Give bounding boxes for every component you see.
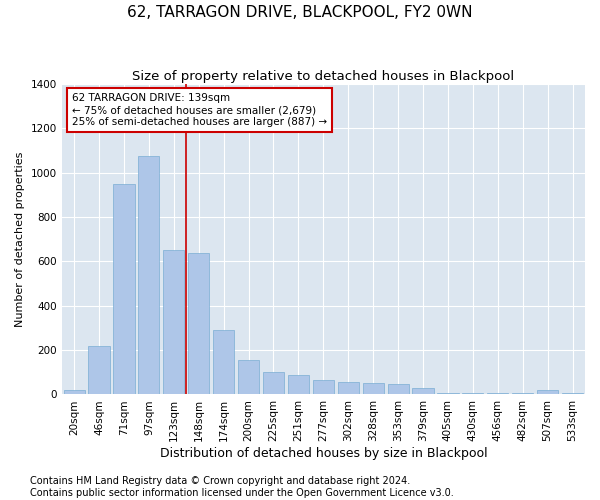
Title: Size of property relative to detached houses in Blackpool: Size of property relative to detached ho… [132,70,514,83]
Y-axis label: Number of detached properties: Number of detached properties [15,152,25,327]
X-axis label: Distribution of detached houses by size in Blackpool: Distribution of detached houses by size … [160,447,487,460]
Bar [338,382,359,394]
Text: 62, TARRAGON DRIVE, BLACKPOOL, FY2 0WN: 62, TARRAGON DRIVE, BLACKPOOL, FY2 0WN [127,5,473,20]
Bar [412,388,434,394]
Bar [313,380,334,394]
Bar [388,384,409,394]
Bar [188,252,209,394]
Bar [64,390,85,394]
Bar [88,346,110,395]
Bar [238,360,259,394]
Text: Contains HM Land Registry data © Crown copyright and database right 2024.
Contai: Contains HM Land Registry data © Crown c… [30,476,454,498]
Bar [263,372,284,394]
Text: 62 TARRAGON DRIVE: 139sqm
← 75% of detached houses are smaller (2,679)
25% of se: 62 TARRAGON DRIVE: 139sqm ← 75% of detac… [72,94,327,126]
Bar [288,374,309,394]
Bar [362,384,384,394]
Bar [163,250,184,394]
Bar [213,330,234,394]
Bar [537,390,558,394]
Bar [113,184,134,394]
Bar [138,156,160,394]
